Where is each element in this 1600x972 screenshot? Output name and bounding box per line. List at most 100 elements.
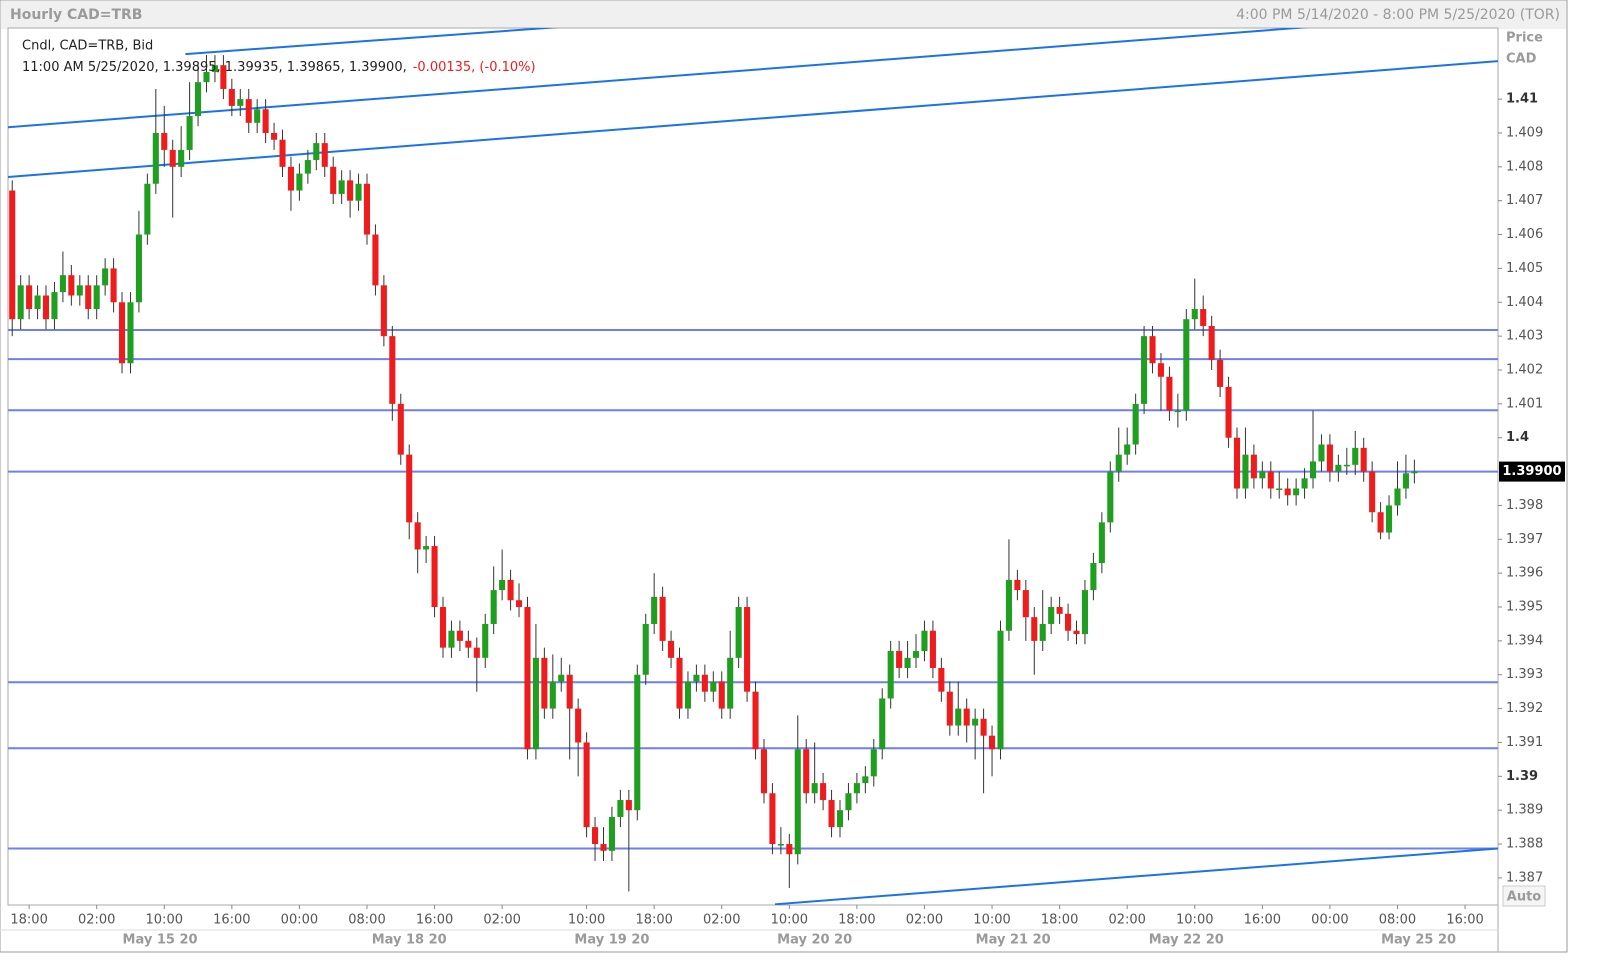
candle-body: [17, 285, 24, 320]
candle-body: [161, 132, 168, 150]
candle-body: [1005, 579, 1012, 631]
y-tick-label: 1.4: [1506, 430, 1529, 445]
y-tick-label: 1.398: [1506, 498, 1543, 513]
candle-body: [752, 691, 759, 750]
candle-body: [1276, 488, 1283, 491]
candle-body: [473, 647, 480, 658]
candle-body: [1183, 319, 1190, 411]
y-tick-label: 1.404: [1506, 295, 1543, 310]
trend-line: [185, 28, 561, 56]
x-tick-label: 10:00: [973, 913, 1010, 928]
candle-body: [1141, 336, 1148, 404]
candle-body: [456, 630, 463, 641]
candle-body: [583, 742, 590, 828]
candle-body: [1022, 590, 1029, 618]
y-tick-label: 1.397: [1506, 532, 1543, 547]
y-tick-label: 1.403: [1506, 329, 1543, 344]
candle-body: [169, 149, 176, 167]
candle-body: [693, 674, 700, 682]
candle-body: [1394, 488, 1401, 506]
candle-body: [955, 708, 962, 726]
candle-body: [625, 800, 632, 811]
candle-body: [566, 674, 573, 709]
y-axis-label: Price: [1506, 31, 1543, 46]
candle-body: [1132, 403, 1139, 445]
candle-body: [997, 630, 1004, 750]
candle-body: [448, 630, 455, 648]
x-tick-label: 16:00: [1244, 913, 1281, 928]
candle-body: [1166, 376, 1173, 411]
candle-body: [42, 295, 50, 320]
y-tick-label: 1.388: [1506, 837, 1543, 852]
candle-body: [389, 336, 396, 404]
scale-button-label[interactable]: Auto: [1507, 890, 1542, 905]
candle-body: [1259, 471, 1266, 479]
candle-body: [676, 657, 683, 709]
candle-body: [718, 681, 725, 709]
candle-body: [710, 681, 717, 692]
x-tick-label: 00:00: [281, 913, 318, 928]
y-tick-label: 1.41: [1506, 92, 1538, 107]
candle-body: [254, 109, 261, 123]
candle-body: [853, 783, 860, 794]
candle-body: [921, 630, 928, 652]
date-label: May 18 20: [372, 933, 447, 948]
candle-body: [1360, 447, 1367, 472]
candle-body: [26, 285, 33, 310]
candle-body: [1217, 359, 1224, 387]
candle-body: [1343, 464, 1350, 467]
candle-body: [532, 657, 539, 750]
x-tick-label: 18:00: [838, 913, 875, 928]
y-tick-label: 1.408: [1506, 159, 1543, 174]
candle-body: [245, 99, 252, 123]
y-tick-label: 1.402: [1506, 362, 1543, 377]
candle-body: [431, 546, 438, 608]
series-label: Cndl, CAD=TRB, Bid: [22, 39, 153, 54]
candle-body: [938, 667, 945, 692]
candle-body: [1369, 471, 1376, 513]
candle-body: [600, 844, 607, 851]
candle-body: [482, 623, 489, 658]
y-tick-label: 1.389: [1506, 803, 1543, 818]
candle-body: [499, 579, 506, 591]
candle-body: [1090, 563, 1097, 591]
y-tick-label: 1.391: [1506, 735, 1543, 750]
candle-body: [608, 816, 615, 851]
x-tick-label: 10:00: [1176, 913, 1213, 928]
date-label: May 22 20: [1149, 933, 1224, 948]
candle-body: [760, 749, 768, 794]
candle-body: [558, 674, 565, 682]
candle-body: [355, 183, 362, 201]
scale-button[interactable]: [1502, 885, 1546, 907]
candle-body: [347, 180, 354, 201]
candle-body: [228, 88, 235, 106]
y-tick-label: 1.393: [1506, 667, 1543, 682]
candle-body: [575, 708, 582, 743]
candle-body: [507, 579, 514, 601]
candle-body: [1335, 464, 1342, 472]
candle-body: [313, 143, 320, 161]
candle-body: [1377, 512, 1384, 533]
candle-body: [110, 268, 117, 303]
candle-body: [237, 99, 244, 106]
candle-body: [1157, 363, 1165, 377]
candle-body: [845, 793, 852, 811]
x-tick-label: 08:00: [348, 913, 385, 928]
candle-body: [659, 596, 666, 641]
candle-body: [870, 749, 877, 777]
candle-body: [279, 139, 286, 167]
candle-body: [946, 691, 953, 726]
candle-body: [1191, 309, 1198, 320]
trend-line: [774, 847, 1498, 905]
candle-body: [786, 844, 793, 855]
x-tick-label: 16:00: [1446, 913, 1483, 928]
date-label: May 19 20: [574, 933, 649, 948]
y-tick-label: 1.406: [1506, 227, 1543, 242]
candle-body: [1031, 617, 1038, 641]
candle-body: [1293, 488, 1300, 496]
x-tick-label: 02:00: [703, 913, 740, 928]
candle-body: [152, 132, 159, 184]
candle-body: [406, 454, 413, 523]
candle-body: [203, 72, 210, 83]
